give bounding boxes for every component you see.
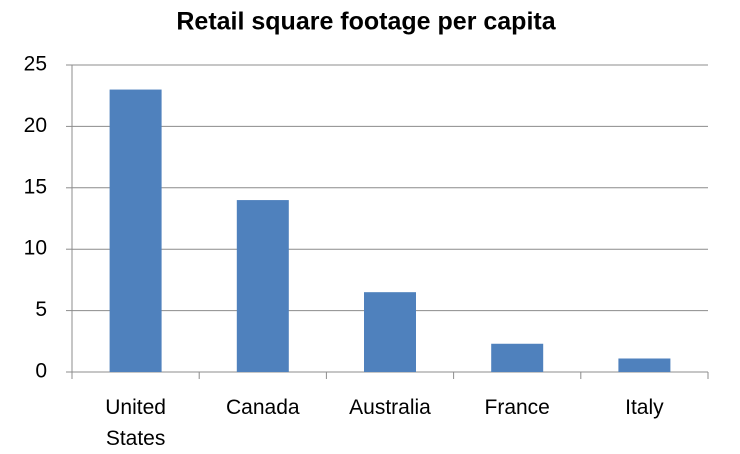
y-tick-label: 20: [24, 114, 47, 137]
x-tick-label: Italy: [625, 396, 664, 419]
y-tick-label: 15: [24, 175, 47, 198]
y-tick-label: 10: [24, 237, 47, 260]
y-tick-label: 5: [35, 298, 47, 321]
bar: [236, 200, 289, 372]
bar: [491, 343, 544, 372]
x-tick-label: Canada: [226, 396, 300, 419]
x-tick-label: Australia: [349, 396, 431, 419]
chart-title: Retail square footage per capita: [176, 8, 556, 36]
y-tick-label: 0: [35, 360, 47, 383]
x-tick-label: United States: [105, 396, 166, 450]
bar: [364, 292, 416, 372]
x-tick-label: France: [484, 396, 550, 419]
bar: [109, 89, 162, 372]
bar: [618, 358, 671, 372]
y-tick-label: 25: [24, 53, 47, 76]
